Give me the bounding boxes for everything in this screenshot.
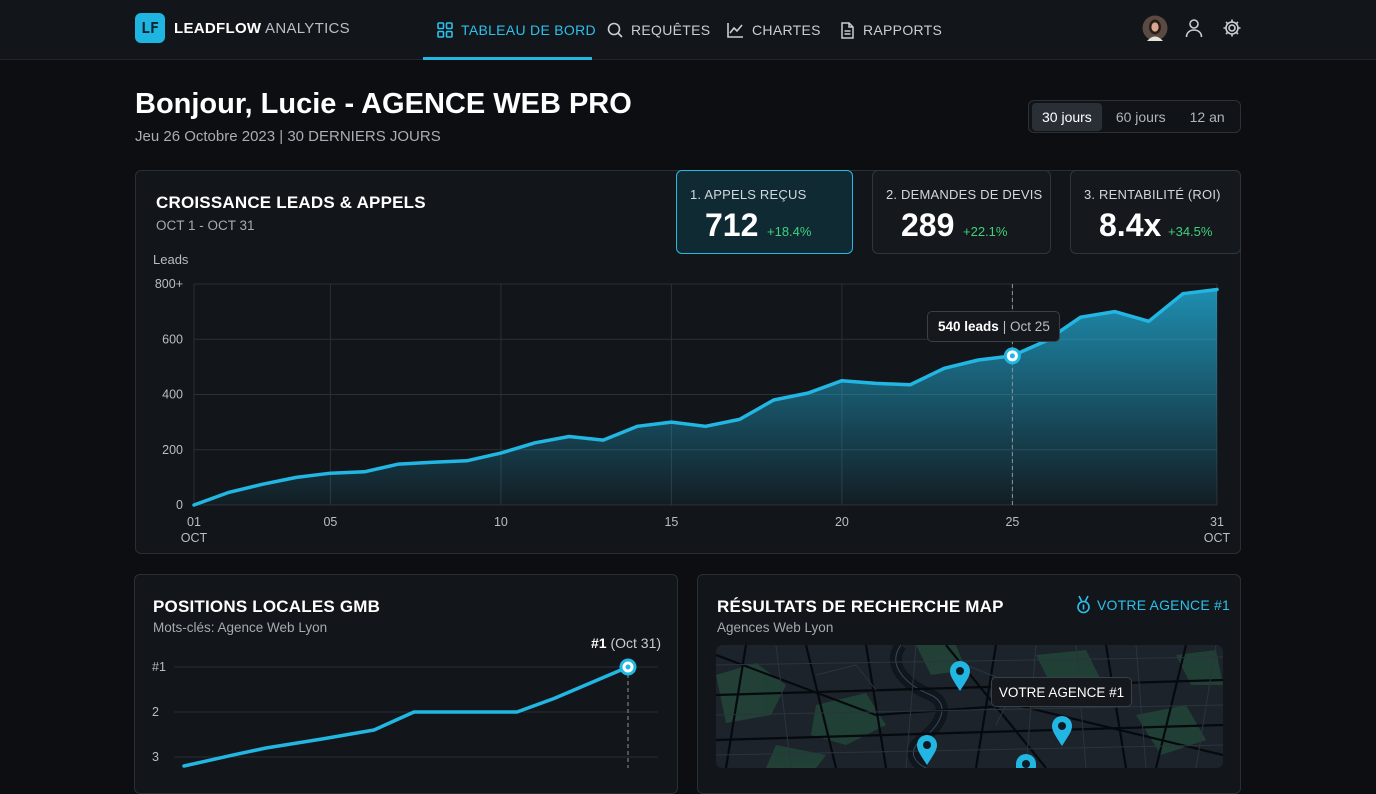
kpi-card-calls[interactable]: 1. APPELS REÇUS 712 +18.4% [676, 170, 853, 254]
y-tick-label: 600 [162, 332, 183, 346]
top-bar: LF LEADFLOW ANALYTICS TABLEAU DE BORD RE… [0, 0, 1376, 60]
rank-latest-point-core [625, 664, 631, 670]
card-title: POSITIONS LOCALES GMB [153, 597, 381, 616]
map-pin-icon[interactable] [915, 734, 939, 766]
line-chart-icon [727, 23, 743, 38]
nav-tab-label: REQUÊTES [631, 22, 711, 38]
range-option-30-days[interactable]: 30 jours [1032, 102, 1102, 131]
gmb-rank-chart: #1 2 3 [152, 658, 658, 768]
rank-series-line [182, 665, 630, 768]
y-tick-label: 0 [176, 498, 183, 512]
date-range-selector: 30 jours 60 jours 12 an [1028, 100, 1241, 133]
y-tick-label: 800+ [155, 277, 183, 291]
x-tick-sublabel: OCT [1204, 531, 1231, 545]
avatar[interactable] [1142, 15, 1168, 41]
map-pin-icon-agency[interactable] [1050, 715, 1074, 747]
map-pin-icon[interactable] [948, 660, 972, 692]
range-option-60-days[interactable]: 60 jours [1115, 108, 1166, 125]
kpi-value: 712 [705, 207, 759, 243]
rank-marker-label: #1 (Oct 31) [591, 635, 661, 651]
kpi-delta: +18.4% [767, 224, 812, 239]
nav-tab-requests[interactable]: REQUÊTES [607, 0, 710, 60]
nav-tab-reports[interactable]: RAPPORTS [840, 0, 942, 60]
chart-tooltip: 540 leads | Oct 25 [927, 311, 1060, 342]
kpi-label: 3. RENTABILITÉ (ROI) [1084, 187, 1221, 202]
kpi-delta: +34.5% [1168, 224, 1213, 239]
rank-marker-date: (Oct 31) [610, 635, 662, 651]
kpi-value: 289 [901, 207, 955, 243]
card-subtitle: Agences Web Lyon [717, 620, 834, 635]
leads-area-fill [194, 289, 1217, 505]
document-icon [841, 21, 854, 39]
nav-tab-charts[interactable]: CHARTES [727, 0, 821, 60]
badge-label: VOTRE AGENCE #1 [1097, 596, 1230, 613]
nav-tab-label: CHARTES [752, 22, 821, 38]
x-tick-sublabel: OCT [181, 531, 208, 545]
search-results-map[interactable] [716, 645, 1223, 768]
kpi-label: 1. APPELS REÇUS [690, 187, 807, 202]
tooltip-value: 540 leads [938, 319, 999, 334]
card-subtitle: OCT 1 - OCT 31 [156, 218, 255, 233]
nav-tab-label: RAPPORTS [863, 22, 943, 38]
rank-marker-bold: #1 [591, 635, 607, 651]
x-tick-label: 25 [1005, 515, 1019, 529]
medal-icon [1077, 595, 1090, 614]
y-tick-label: 3 [152, 750, 159, 764]
card-subtitle: Mots-clés: Agence Web Lyon [153, 620, 328, 635]
brand-name-rest: ANALYTICS [265, 20, 350, 37]
y-axis-label: Leads [153, 252, 189, 267]
kpi-value: 8.4x [1099, 207, 1162, 243]
map-pin-icon[interactable] [1014, 753, 1038, 768]
y-tick-label: 2 [152, 705, 159, 719]
gear-icon[interactable] [1222, 18, 1242, 38]
range-option-12-months[interactable]: 12 an [1189, 108, 1225, 125]
x-tick-label: 15 [664, 515, 678, 529]
x-tick-label: 05 [323, 515, 337, 529]
x-tick-label: 10 [494, 515, 508, 529]
kpi-card-roi[interactable]: 3. RENTABILITÉ (ROI) 8.4x +34.5% [1070, 170, 1241, 254]
grid-icon [437, 22, 453, 38]
nav-tab-label: TABLEAU DE BORD [461, 22, 596, 38]
leads-area-chart: Leads 0 200 400 600 800+ 01 OCT 05 10 15 20 25 31 OCT [153, 252, 1231, 545]
kpi-delta: +22.1% [963, 224, 1008, 239]
card-title: RÉSULTATS DE RECHERCHE MAP [717, 597, 1004, 616]
kpi-card-quotes[interactable]: 2. DEMANDES DE DEVIS 289 +22.1% [872, 170, 1051, 254]
x-tick-label: 20 [835, 515, 849, 529]
logo-text: LF [140, 19, 160, 37]
y-tick-label: #1 [152, 660, 166, 674]
x-tick-label: 31 [1210, 515, 1224, 529]
x-tick-label: 01 [187, 515, 201, 529]
page-title: Bonjour, Lucie - AGENCE WEB PRO [135, 88, 632, 120]
page-subtitle-date: Jeu 26 Octobre 2023 | 30 DERNIERS JOURS [135, 128, 441, 145]
y-tick-label: 200 [162, 443, 183, 457]
app-name: LEADFLOW ANALYTICS [174, 20, 350, 37]
kpi-label: 2. DEMANDES DE DEVIS [886, 187, 1043, 202]
agency-rank-badge[interactable]: VOTRE AGENCE #1 [1076, 595, 1230, 614]
nav-tab-dashboard[interactable]: TABLEAU DE BORD [437, 0, 596, 60]
user-icon[interactable] [1184, 18, 1204, 38]
highlight-point-core [1009, 353, 1015, 359]
tooltip-date: | Oct 25 [1002, 319, 1050, 334]
y-tick-label: 400 [162, 388, 183, 402]
brand-name-bold: LEADFLOW [174, 20, 262, 37]
map-pin-label: VOTRE AGENCE #1 [991, 677, 1132, 707]
active-tab-indicator [423, 57, 592, 60]
card-title: CROISSANCE LEADS & APPELS [156, 193, 426, 212]
app-logo[interactable]: LF [135, 13, 165, 43]
search-icon [607, 22, 623, 38]
